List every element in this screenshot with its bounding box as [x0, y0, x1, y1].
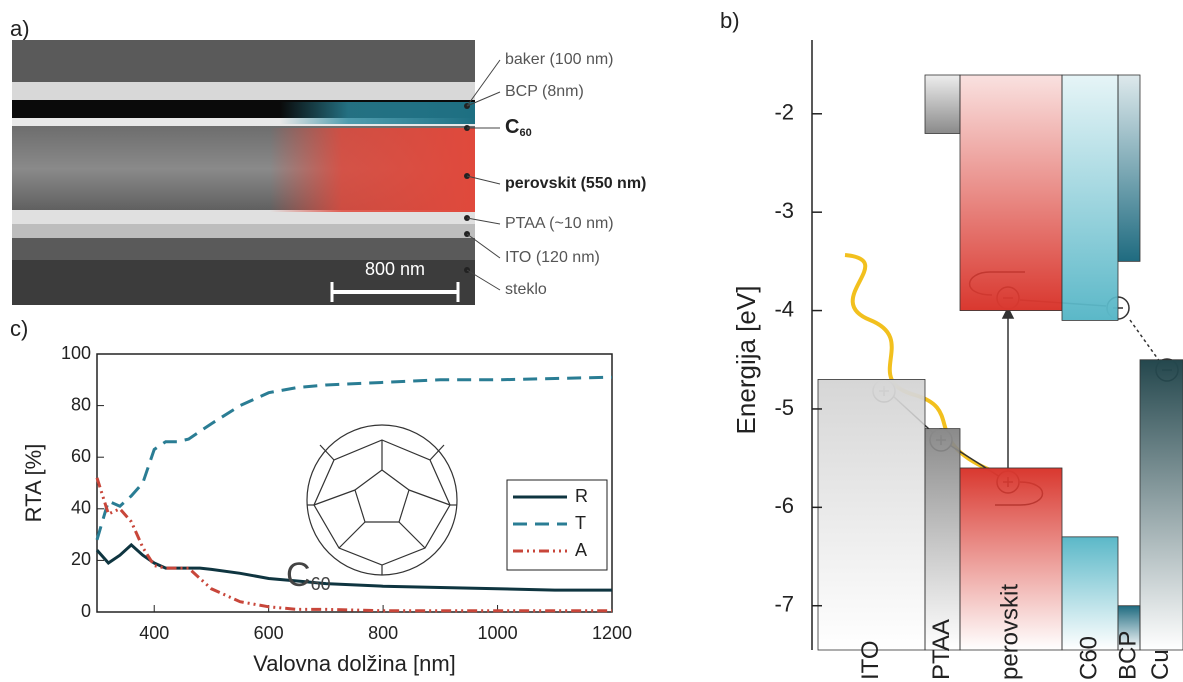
- molecule-label-sub: 60: [311, 574, 331, 594]
- legend-label: R: [575, 486, 588, 506]
- y-tick-label: 100: [61, 343, 91, 363]
- upper-level-bar: [960, 75, 1062, 311]
- y-tick-label: 40: [71, 498, 91, 518]
- layer-label: C60: [505, 116, 532, 139]
- layer-label: ITO (120 nm): [505, 249, 600, 266]
- lower-level-bar: [925, 429, 960, 650]
- y-tick-label: 60: [71, 446, 91, 466]
- y-tick-label: -2: [774, 100, 794, 125]
- y-tick-label: 0: [81, 601, 91, 621]
- y-tick-label: 20: [71, 549, 91, 569]
- lower-level-bar: [1140, 360, 1183, 650]
- x-tick-label: 1000: [478, 623, 518, 643]
- layer-label: BCP (8nm): [505, 83, 584, 100]
- scale-bar-label: 800 nm: [365, 259, 425, 279]
- legend-label: A: [575, 540, 587, 560]
- molecule-label: C60: [286, 556, 331, 594]
- y-tick-label: -5: [774, 395, 794, 420]
- y-tick-label: -7: [774, 592, 794, 617]
- category-label: perovskit: [996, 584, 1023, 680]
- c60-molecule: [307, 425, 457, 575]
- panel-letter: b): [720, 8, 740, 33]
- lower-level-bar: [1062, 537, 1118, 650]
- layer-label: steklo: [505, 281, 547, 298]
- panel-letter: c): [10, 316, 28, 341]
- molecule-label-base: C: [286, 556, 311, 594]
- x-tick-label: 1200: [592, 623, 632, 643]
- layer-label: baker (100 nm): [505, 51, 614, 68]
- legend-label: T: [575, 513, 586, 533]
- upper-level-bar: [1118, 75, 1140, 261]
- layer-label: perovskit (550 nm): [505, 175, 646, 192]
- y-axis-label: RTA [%]: [21, 444, 46, 523]
- y-tick-label: 80: [71, 394, 91, 414]
- x-axis-label: Valovna dolžina [nm]: [253, 651, 456, 676]
- category-label: Cu: [1147, 649, 1174, 680]
- x-tick-label: 600: [254, 623, 284, 643]
- figure: a) 800 nm baker (100 nm) BCP (8nm) C60 p…: [0, 0, 1183, 682]
- category-label: PTAA: [928, 619, 955, 680]
- upper-level-bar: [925, 75, 960, 133]
- x-tick-label: 400: [139, 623, 169, 643]
- upper-level-bar: [1062, 75, 1118, 320]
- y-tick-label: -6: [774, 493, 794, 518]
- y-tick-label: -3: [774, 198, 794, 223]
- panel-letter: a): [10, 16, 30, 41]
- lower-level-bar: [818, 379, 925, 650]
- x-tick-label: 800: [368, 623, 398, 643]
- category-label: ITO: [857, 640, 884, 680]
- y-axis-label: Energija [eV]: [731, 286, 761, 435]
- category-label: BCP: [1114, 631, 1141, 680]
- category-label: C60: [1075, 636, 1102, 680]
- y-tick-label: -4: [774, 296, 794, 321]
- layer-label: PTAA (~10 nm): [505, 215, 614, 232]
